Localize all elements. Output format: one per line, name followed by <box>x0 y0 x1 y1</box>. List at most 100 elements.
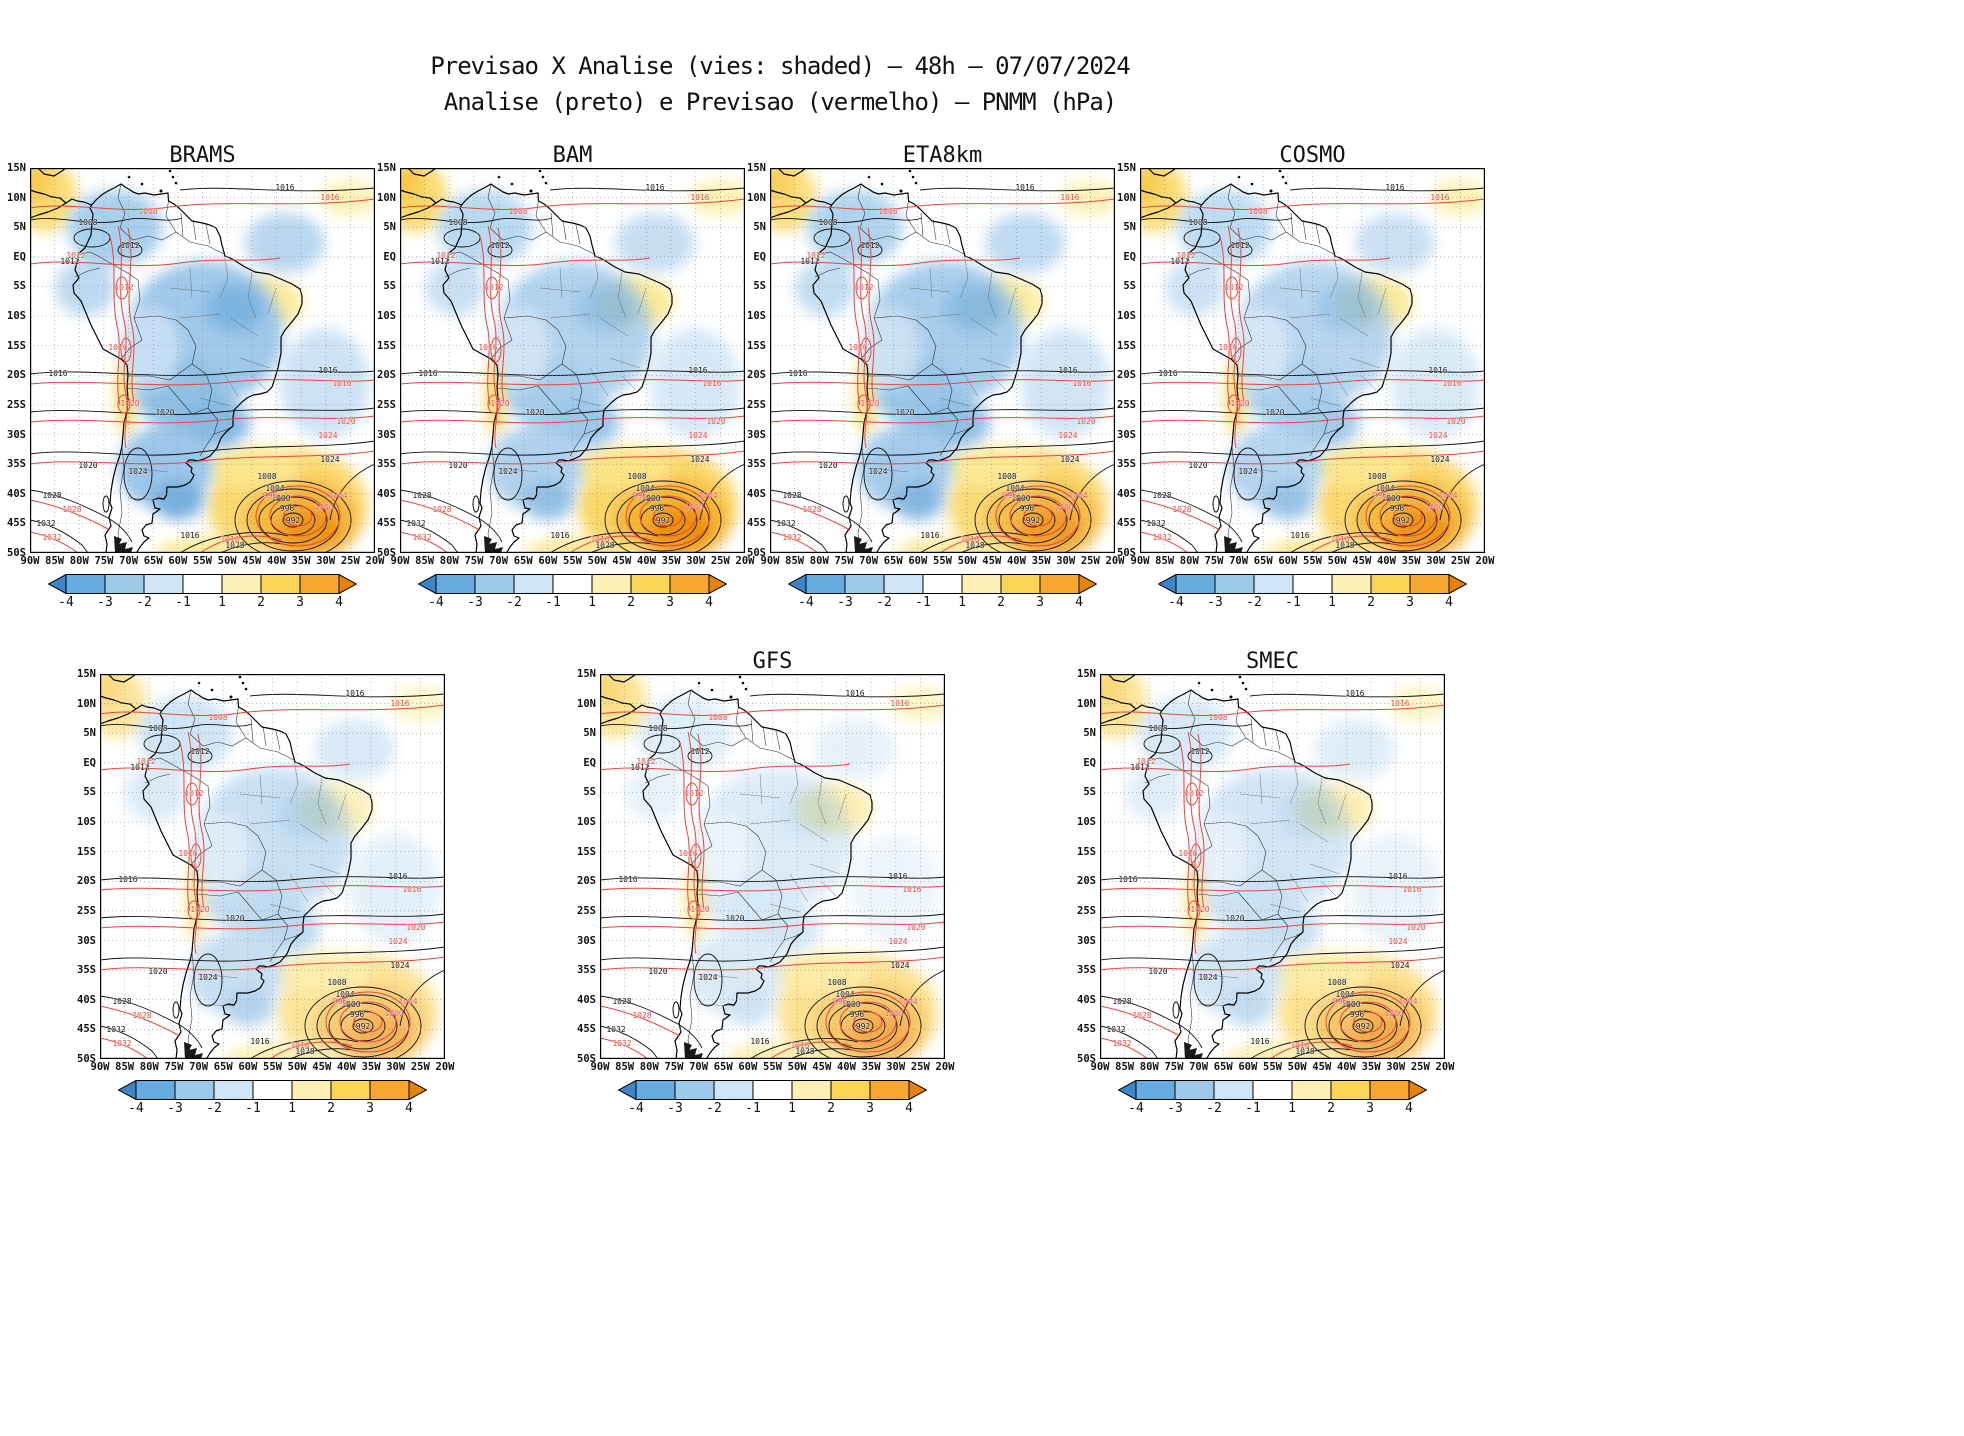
svg-text:1016: 1016 <box>618 875 637 884</box>
svg-text:1012: 1012 <box>806 251 825 260</box>
lon-tick-label: 40W <box>836 1061 856 1073</box>
lon-tick-label: 20W <box>735 555 755 567</box>
colorbar-tick-label: -3 <box>1207 595 1223 610</box>
svg-text:1028: 1028 <box>62 505 81 514</box>
colorbar-tick-label: -1 <box>175 595 191 610</box>
svg-text:1000: 1000 <box>1054 503 1073 512</box>
svg-text:1020: 1020 <box>860 399 879 408</box>
lat-tick-label: 15S <box>577 845 596 858</box>
panel-title: COSMO <box>1279 143 1346 168</box>
svg-text:1004: 1004 <box>835 990 854 999</box>
panel-title: ETA8km <box>902 143 983 168</box>
lon-tick-label: 25W <box>1080 555 1100 567</box>
svg-text:1016: 1016 <box>1402 885 1421 894</box>
lat-tick-label: 30S <box>577 934 596 947</box>
lat-tick-label: 15S <box>1117 339 1136 352</box>
svg-text:1008: 1008 <box>448 218 467 227</box>
model-panel: COSMO 15N 10N 5N EQ 5S 10S 15S 20S 25S 30S 35S 40S 4… <box>1115 134 1495 614</box>
svg-text:1032: 1032 <box>1152 533 1171 542</box>
lon-tick-label: 80W <box>809 555 829 567</box>
colorbar-scale <box>117 1079 428 1101</box>
lon-tick-label: 70W <box>489 555 509 567</box>
svg-text:1032: 1032 <box>36 519 55 528</box>
svg-text:1012: 1012 <box>1176 251 1195 260</box>
lon-tick-label: 50W <box>587 555 607 567</box>
lat-tick-label: 20S <box>577 875 596 888</box>
lon-tick-label: 20W <box>1435 1061 1455 1073</box>
lat-tick-label: EQ <box>1123 250 1136 263</box>
svg-text:1020: 1020 <box>78 461 97 470</box>
lon-tick-label: 65W <box>1213 1061 1233 1073</box>
svg-text:1032: 1032 <box>412 533 431 542</box>
svg-text:1020: 1020 <box>225 914 244 923</box>
colorbar-ticks: -4 -3 -2 -1 1 2 3 4 <box>418 594 727 612</box>
lat-tick-label: EQ <box>1083 756 1096 769</box>
svg-text:1032: 1032 <box>606 1025 625 1034</box>
svg-text:992: 992 <box>1026 516 1041 525</box>
svg-text:1016: 1016 <box>750 1037 769 1046</box>
lat-tick-label: 50S <box>77 1053 96 1065</box>
lat-tick-label: 20S <box>1077 875 1096 888</box>
svg-text:1016: 1016 <box>890 699 909 708</box>
latlon-grid <box>30 168 375 553</box>
lon-tick-label: 75W <box>464 555 484 567</box>
lat-tick-label: EQ <box>583 756 596 769</box>
svg-text:1008: 1008 <box>327 978 346 987</box>
colorbar-tick-label: -3 <box>97 595 113 610</box>
lon-tick-label: 25W <box>1450 555 1470 567</box>
lat-tick-label: 50S <box>377 547 396 559</box>
svg-text:1000: 1000 <box>641 494 660 503</box>
svg-text:1016: 1016 <box>960 535 979 544</box>
svg-text:1000: 1000 <box>1011 494 1030 503</box>
svg-text:1004: 1004 <box>1375 484 1394 493</box>
lon-tick-label: 35W <box>1361 1061 1381 1073</box>
colorbar-bar <box>47 573 358 595</box>
svg-text:1004: 1004 <box>1335 990 1354 999</box>
map-wrap: 15N 10N 5N EQ 5S 10S 15S 20S 25S 30S 35S 40S 45S 50S … <box>745 162 1124 569</box>
svg-text:1016: 1016 <box>290 1041 309 1050</box>
figure-title: Previsao X Analise (vies: shaded) — 48h … <box>0 0 1560 120</box>
svg-text:1020: 1020 <box>190 905 209 914</box>
svg-text:1020: 1020 <box>1148 967 1167 976</box>
colorbar-bar <box>117 1079 428 1101</box>
svg-text:1016: 1016 <box>1290 1041 1309 1050</box>
lon-tick-label: 25W <box>910 1061 930 1073</box>
lon-axis: 90W 85W 80W 75W 70W 65W 60W 55W 50W 45W 40W 35W 30W 2… <box>391 553 755 569</box>
lat-tick-label: 40S <box>7 487 26 500</box>
lon-tick-label: 45W <box>982 555 1002 567</box>
lon-tick-label: 90W <box>390 555 410 567</box>
lon-tick-label: 20W <box>1105 555 1125 567</box>
svg-text:1016: 1016 <box>888 872 907 881</box>
model-panel: GFS 15N 10N 5N EQ 5S 10S 15S 20S 25S 30S 35S 40S 45S… <box>575 640 954 1120</box>
lon-tick-label: 60W <box>908 555 928 567</box>
svg-text:1008: 1008 <box>208 713 227 722</box>
lat-tick-label: 15N <box>577 668 596 680</box>
svg-text:1012: 1012 <box>636 757 655 766</box>
svg-text:1004: 1004 <box>898 997 917 1006</box>
panel-title: BRAMS <box>169 143 236 168</box>
colorbar-tick-label: 4 <box>1405 1101 1413 1116</box>
svg-text:1020: 1020 <box>1406 923 1425 932</box>
lat-axis: 15N 10N 5N EQ 5S 10S 15S 20S 25S 30S 35S 40S 45S 50S <box>1115 162 1138 559</box>
svg-text:1028: 1028 <box>1295 1047 1314 1056</box>
colorbar-tick-label: -3 <box>837 595 853 610</box>
svg-text:1032: 1032 <box>1146 519 1165 528</box>
lat-tick-label: 25S <box>77 904 96 917</box>
svg-text:1012: 1012 <box>490 241 509 250</box>
colorbar-scale <box>47 573 358 595</box>
svg-text:996: 996 <box>1373 491 1388 500</box>
lon-axis: 90W 85W 80W 75W 70W 65W 60W 55W 50W 45W 40W 35W 30W 2… <box>1131 553 1495 569</box>
lon-tick-label: 60W <box>168 555 188 567</box>
svg-text:1024: 1024 <box>890 961 909 970</box>
svg-text:1032: 1032 <box>782 533 801 542</box>
svg-text:1028: 1028 <box>632 1011 651 1020</box>
svg-text:1016: 1016 <box>318 366 337 375</box>
svg-text:1028: 1028 <box>132 1011 151 1020</box>
lat-tick-label: 10N <box>747 191 766 204</box>
lat-tick-label: 5S <box>753 280 766 293</box>
svg-text:992: 992 <box>656 516 671 525</box>
svg-text:1024: 1024 <box>1238 467 1257 476</box>
colorbar-tick-label: 4 <box>705 595 713 610</box>
svg-text:1008: 1008 <box>78 218 97 227</box>
svg-text:1000: 1000 <box>384 1009 403 1018</box>
